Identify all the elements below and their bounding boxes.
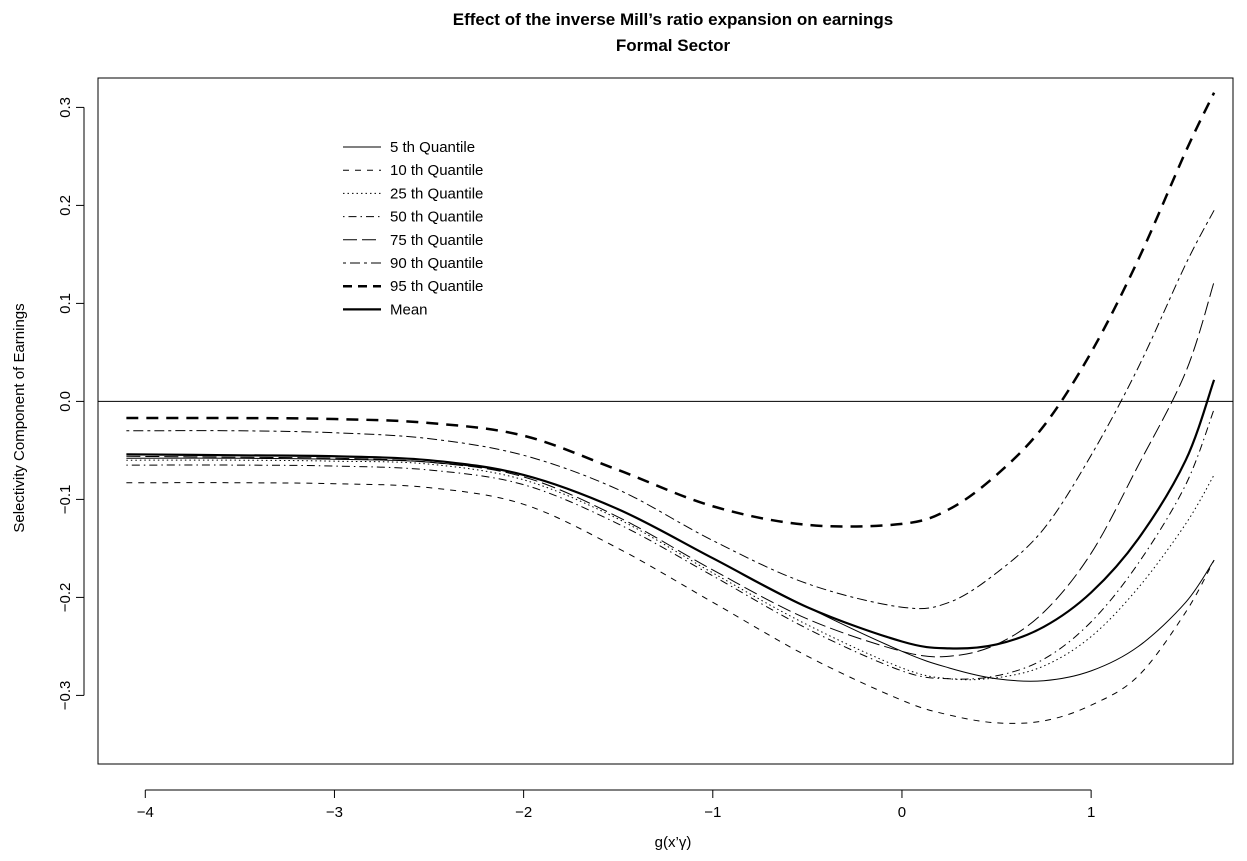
x-tick-label: −3 [326, 804, 343, 821]
x-tick-label: −1 [704, 804, 721, 821]
legend-label-3: 25 th Quantile [390, 185, 483, 202]
x-tick-label: −4 [137, 804, 154, 821]
x-tick-label: 1 [1087, 804, 1095, 821]
y-tick-label: −0.2 [57, 583, 74, 613]
legend-label-6: 90 th Quantile [390, 255, 483, 272]
legend-label-2: 10 th Quantile [390, 162, 483, 179]
chart-subtitle: Formal Sector [616, 36, 731, 55]
legend-label-8: Mean [390, 301, 428, 318]
series-line-4 [126, 409, 1215, 680]
series-line-8 [126, 379, 1216, 650]
x-tick-label: −2 [515, 804, 532, 821]
y-tick-label: 0.1 [57, 293, 74, 314]
y-axis-label: Selectivity Component of Earnings [11, 303, 28, 532]
legend-label-5: 75 th Quantile [390, 232, 483, 249]
x-tick-label: 0 [898, 804, 906, 821]
y-tick-label: 0.2 [57, 195, 74, 216]
y-tick-label: −0.1 [57, 485, 74, 515]
legend-label-4: 50 th Quantile [390, 209, 483, 226]
plot-frame [97, 77, 1234, 765]
series-line-7 [126, 92, 1216, 528]
series-line-5 [126, 281, 1215, 658]
series-line-3 [126, 459, 1215, 681]
series-line-1 [126, 457, 1215, 682]
y-tick-label: 0.0 [57, 391, 74, 412]
series-line-6 [126, 210, 1215, 610]
series-line-2 [126, 482, 1215, 724]
legend-label-7: 95 th Quantile [390, 278, 483, 295]
y-tick-label: 0.3 [57, 97, 74, 118]
y-tick-label: −0.3 [57, 681, 74, 711]
x-axis-label: g(x’γ) [655, 834, 692, 851]
legend-label-1: 5 th Quantile [390, 139, 475, 156]
chart-title: Effect of the inverse Mill’s ratio expan… [453, 10, 894, 29]
